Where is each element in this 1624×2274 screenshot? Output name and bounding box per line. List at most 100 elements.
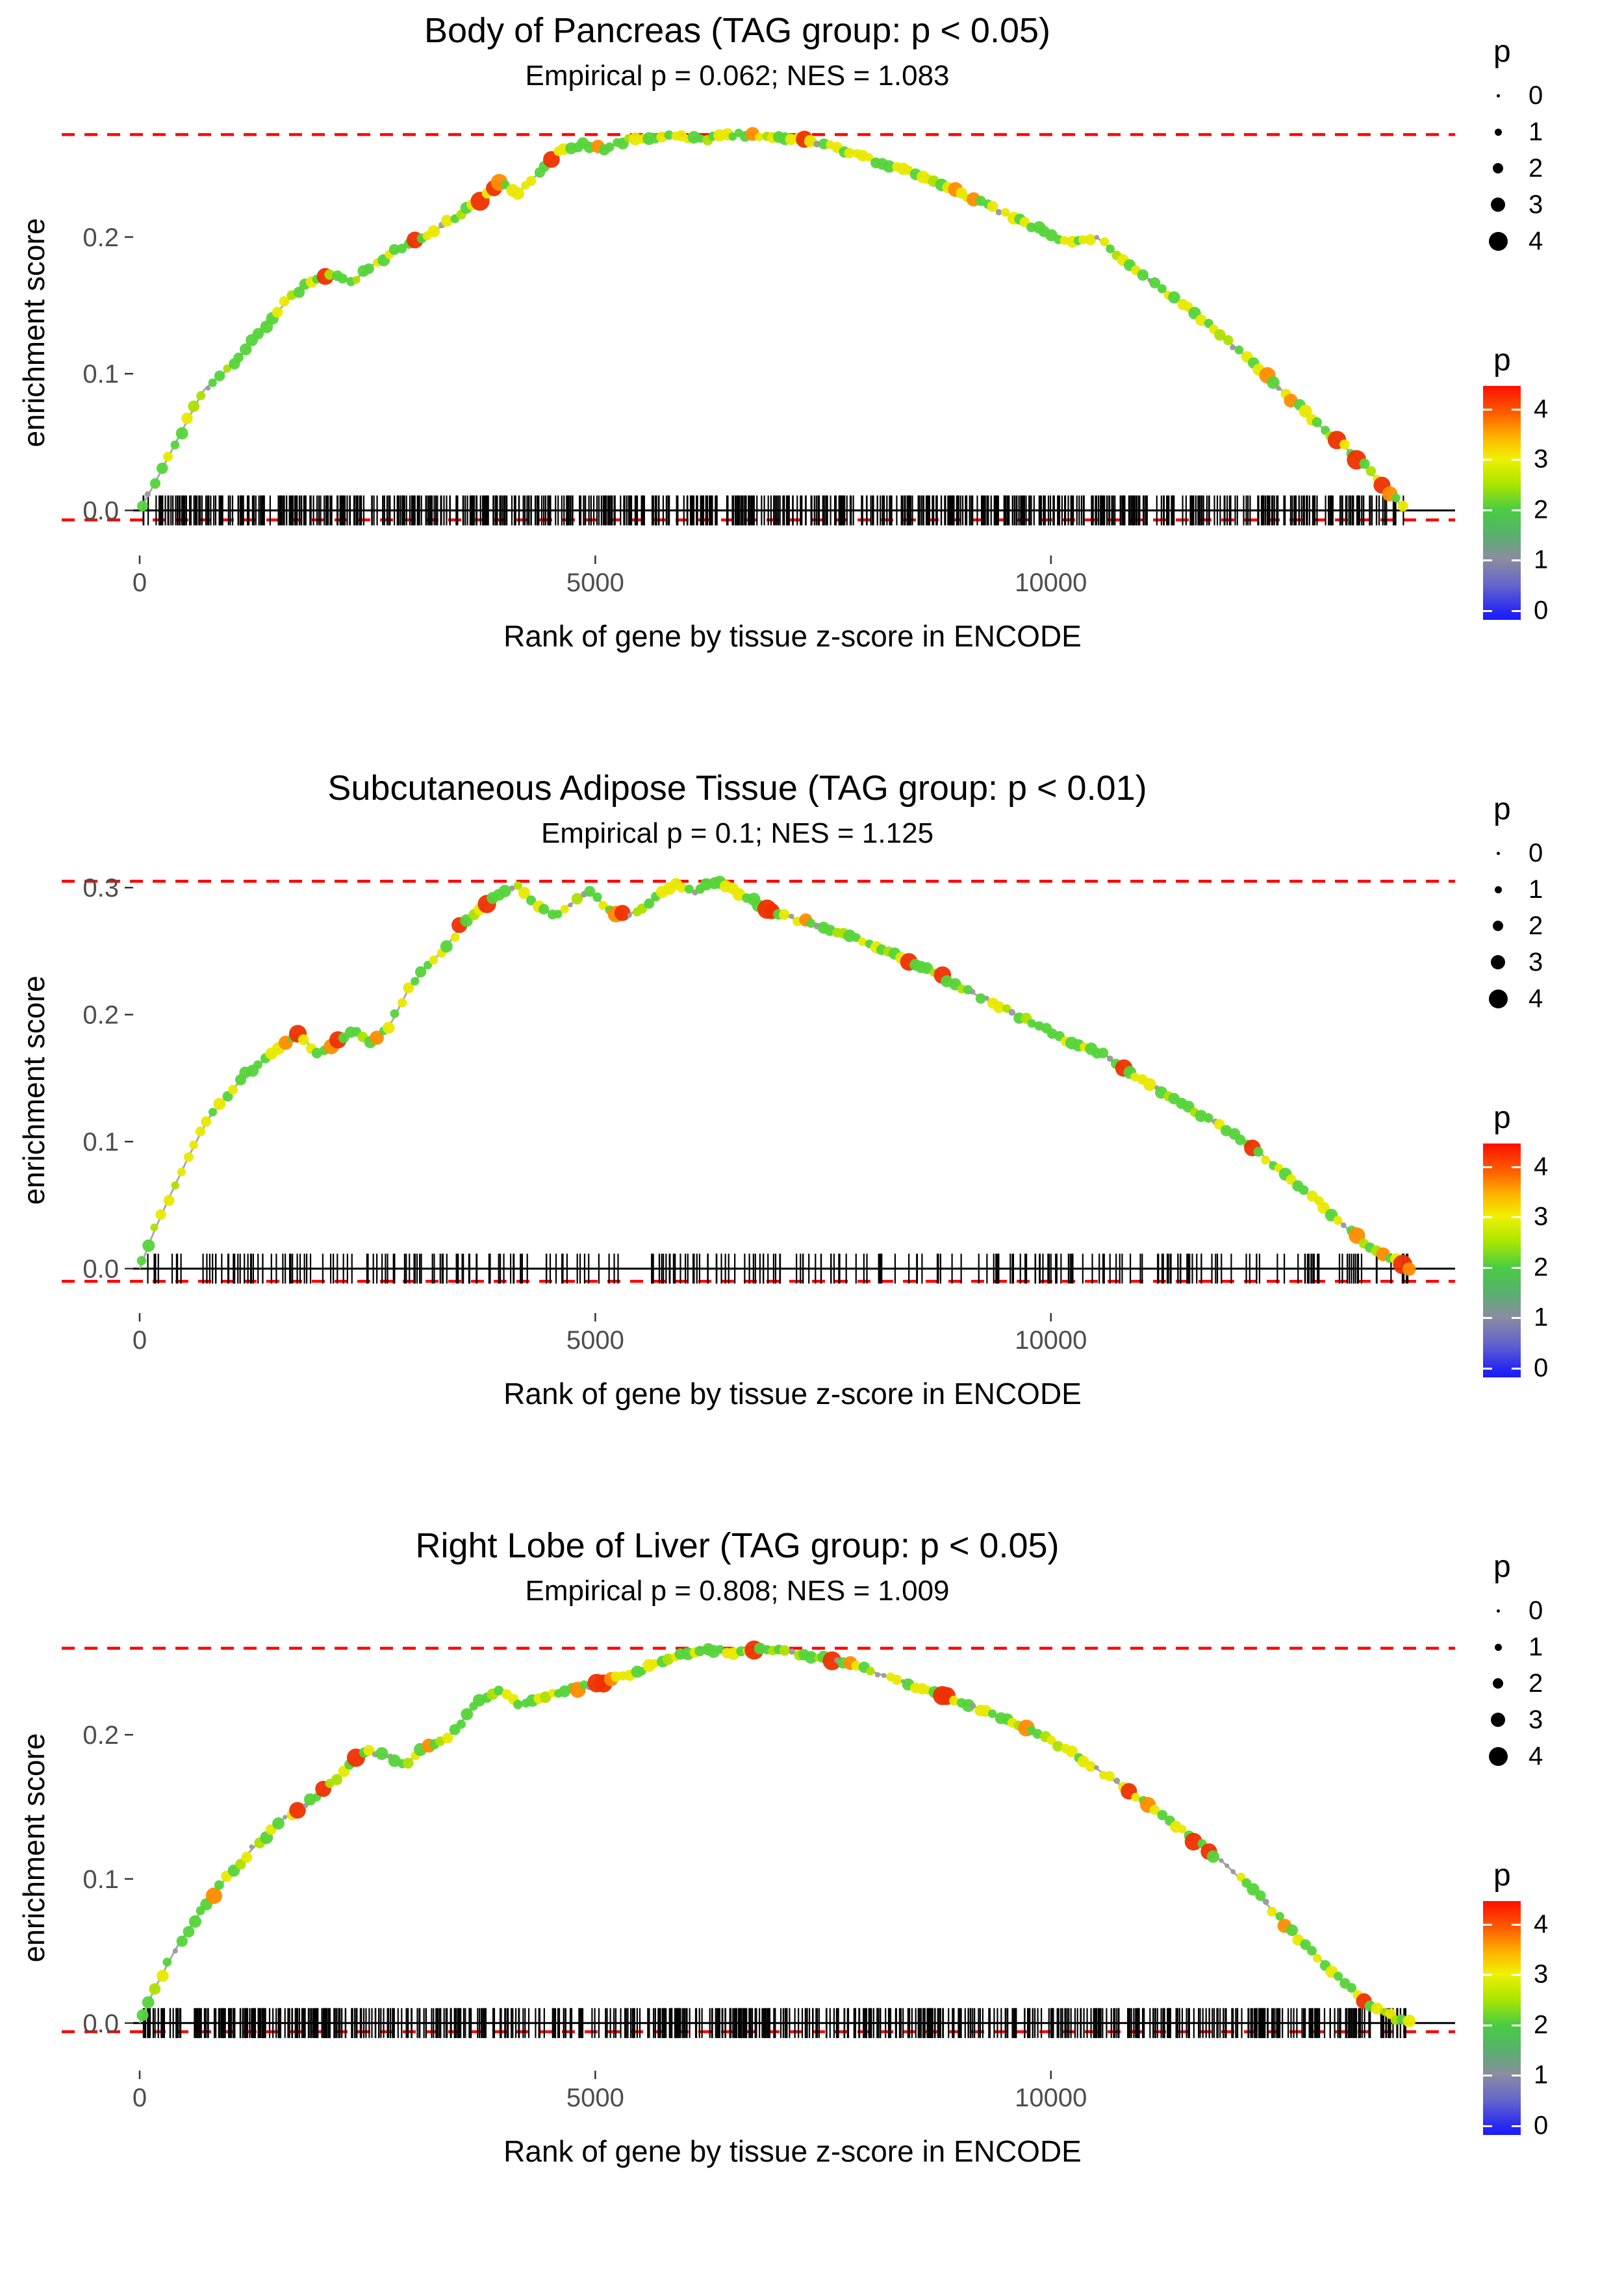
panel-body-of-pancreas: Body of Pancreas (TAG group: p < 0.05) E… (0, 0, 1624, 758)
color-gradient-labels: 4 3 2 1 0 (1521, 1901, 1579, 2140)
svg-text:10000: 10000 (1015, 1326, 1087, 1355)
legend-column: p 0 1 2 3 4 p 4 3 2 1 0 (1483, 791, 1623, 1382)
size-legend-dot (1488, 231, 1508, 251)
enrichment-curve (136, 1641, 1416, 2028)
size-legend-value: 1 (1529, 1632, 1543, 1661)
size-legend-dot (1496, 851, 1500, 855)
svg-text:0.0: 0.0 (82, 2010, 119, 2038)
color-legend: p 4 3 2 1 0 (1483, 1100, 1623, 1382)
size-legend-items: 0 1 2 3 4 (1483, 1592, 1623, 1774)
chart-subtitle: Empirical p = 0.1; NES = 1.125 (540, 817, 934, 849)
color-legend-title: p (1493, 1101, 1511, 1135)
color-legend-value: 1 (1534, 2060, 1549, 2089)
chart-title: Subcutaneous Adipose Tissue (TAG group: … (327, 769, 1147, 808)
svg-text:0.2: 0.2 (82, 1721, 119, 1750)
color-gradient-bar (1483, 386, 1521, 620)
size-legend-item: 2 (1483, 908, 1623, 944)
svg-text:0.1: 0.1 (82, 1128, 119, 1156)
size-legend-dot (1491, 198, 1505, 212)
color-legend-value: 3 (1534, 444, 1549, 474)
svg-text:0.0: 0.0 (82, 497, 119, 526)
color-legend: p 4 3 2 1 0 (1483, 1858, 1623, 2140)
size-legend-dot (1491, 955, 1505, 969)
size-legend-value: 3 (1529, 947, 1543, 977)
panel-right-lobe-of-liver: Right Lobe of Liver (TAG group: p < 0.05… (0, 1515, 1624, 2273)
chart-title: Body of Pancreas (TAG group: p < 0.05) (424, 11, 1050, 50)
color-legend-title: p (1493, 343, 1511, 377)
size-legend-item: 3 (1483, 944, 1623, 980)
panel-subcutaneous-adipose-tissue: Subcutaneous Adipose Tissue (TAG group: … (0, 758, 1624, 1515)
size-legend-value: 0 (1529, 838, 1543, 867)
size-legend-dot (1488, 1746, 1508, 1766)
size-legend-dot (1493, 1678, 1503, 1689)
color-legend-value: 4 (1534, 394, 1549, 424)
size-legend-item: 3 (1483, 1702, 1623, 1738)
size-legend-item: 4 (1483, 223, 1623, 259)
size-legend: p 0 1 2 3 4 (1483, 34, 1623, 259)
color-legend: p 4 3 2 1 0 (1483, 342, 1623, 625)
color-legend-value: 1 (1534, 1303, 1549, 1332)
color-legend-value: 2 (1534, 495, 1549, 524)
color-gradient-bar (1483, 1143, 1521, 1377)
size-legend-item: 0 (1483, 77, 1623, 114)
chart-subtitle: Empirical p = 0.062; NES = 1.083 (525, 60, 950, 92)
enrichment-plot-canvas: 0 5000 10000 0.0 0.1 0.2 (62, 127, 1455, 597)
svg-text:0: 0 (133, 568, 147, 597)
size-legend-item: 0 (1483, 835, 1623, 871)
svg-text:5000: 5000 (566, 568, 624, 597)
size-legend-item: 3 (1483, 186, 1623, 223)
color-legend-value: 3 (1534, 1960, 1549, 1989)
size-legend-value: 2 (1529, 911, 1543, 940)
size-legend-item: 0 (1483, 1592, 1623, 1629)
size-legend-value: 4 (1529, 984, 1543, 1013)
color-legend-value: 0 (1534, 1353, 1549, 1383)
size-legend-item: 1 (1483, 1629, 1623, 1665)
color-legend-value: 2 (1534, 2010, 1549, 2039)
color-legend-value: 4 (1534, 1910, 1549, 1939)
size-legend-dot (1496, 94, 1500, 97)
chart-title: Right Lobe of Liver (TAG group: p < 0.05… (415, 1526, 1059, 1565)
gene-rug (142, 2008, 1407, 2038)
size-legend: p 0 1 2 3 4 (1483, 1549, 1623, 1774)
legend-column: p 0 1 2 3 4 p 4 3 2 1 0 (1483, 34, 1623, 625)
x-axis-label: Rank of gene by tissue z-score in ENCODE (503, 2134, 1082, 2168)
chart-subtitle: Empirical p = 0.808; NES = 1.009 (525, 1575, 950, 1607)
size-legend-item: 4 (1483, 980, 1623, 1017)
svg-text:10000: 10000 (1015, 568, 1087, 597)
enrichment-plot-canvas: 0 5000 10000 0.0 0.1 0.2 0.3 (62, 874, 1455, 1355)
size-legend-dot (1493, 163, 1503, 173)
size-legend-item: 1 (1483, 114, 1623, 150)
color-legend-value: 2 (1534, 1253, 1549, 1282)
color-legend-value: 1 (1534, 545, 1549, 574)
size-legend-items: 0 1 2 3 4 (1483, 77, 1623, 259)
size-legend-value: 2 (1529, 153, 1543, 183)
axes: 0 5000 10000 0.0 0.1 0.2 0.3 (82, 874, 1087, 1355)
size-legend-value: 0 (1529, 1596, 1543, 1625)
size-legend-value: 3 (1529, 190, 1543, 219)
color-legend-value: 4 (1534, 1152, 1549, 1181)
size-legend-title: p (1493, 792, 1511, 826)
svg-text:10000: 10000 (1015, 2084, 1087, 2112)
size-legend-dot (1493, 921, 1503, 931)
gene-rug (142, 495, 1404, 526)
size-legend-value: 0 (1529, 81, 1543, 110)
color-legend-value: 3 (1534, 1202, 1549, 1231)
size-legend-title: p (1493, 34, 1511, 69)
size-legend-dot (1494, 128, 1502, 136)
size-legend-item: 1 (1483, 871, 1623, 908)
color-gradient-labels: 4 3 2 1 0 (1521, 386, 1579, 625)
x-axis-label: Rank of gene by tissue z-score in ENCODE (503, 1377, 1082, 1411)
size-legend-item: 4 (1483, 1738, 1623, 1774)
enrichment-plot-canvas: 0 5000 10000 0.0 0.1 0.2 (62, 1641, 1455, 2112)
size-legend-dot (1488, 989, 1508, 1008)
gene-rug (147, 1253, 1409, 1284)
enrichment-curve (137, 127, 1408, 512)
size-legend-title: p (1493, 1550, 1511, 1584)
enrichment-curve (136, 875, 1416, 1276)
svg-text:0.3: 0.3 (82, 874, 119, 902)
size-legend-dot (1496, 1609, 1500, 1613)
size-legend-item: 2 (1483, 150, 1623, 186)
svg-text:0.2: 0.2 (82, 224, 119, 252)
legend-column: p 0 1 2 3 4 p 4 3 2 1 0 (1483, 1549, 1623, 2140)
